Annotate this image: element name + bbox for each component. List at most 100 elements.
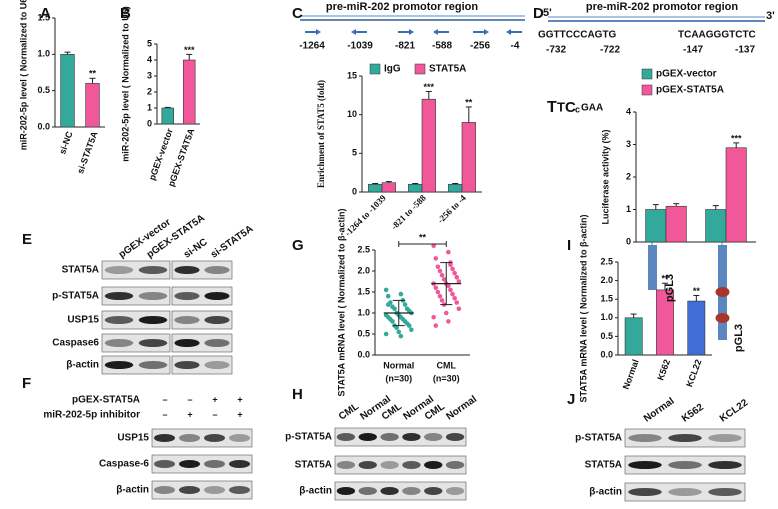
row-label: p-STAT5A	[575, 433, 622, 444]
blot-band	[628, 488, 662, 496]
blot-band	[336, 461, 356, 469]
row-label: p-STAT5A	[285, 432, 332, 443]
row-label: STAT5A	[295, 460, 332, 471]
point	[446, 249, 451, 255]
x-tick-label: -256 to -4	[435, 192, 468, 225]
blot-strip	[171, 310, 233, 330]
bar	[448, 183, 463, 193]
y-tick-label: 0.0	[357, 349, 370, 359]
point	[392, 306, 397, 312]
y-tick-label: 1.0	[37, 49, 50, 59]
blot-band	[668, 434, 702, 442]
logo-letter: T	[557, 99, 565, 114]
blot-band	[204, 486, 225, 494]
point	[437, 268, 443, 274]
blot-band	[358, 461, 377, 469]
blot-strip	[101, 286, 171, 306]
point	[448, 262, 453, 268]
x-tick-label: Normal	[621, 358, 641, 391]
point	[435, 264, 441, 270]
row-label: Caspase6	[52, 338, 99, 349]
position-label: -588	[432, 41, 452, 52]
y-tick-label: 2	[147, 86, 152, 96]
blot-band	[138, 361, 168, 369]
point	[385, 293, 391, 299]
logo-letter: GAA	[581, 103, 603, 114]
blot-band	[668, 461, 702, 469]
blot-band	[424, 487, 443, 495]
significance: ***	[424, 82, 435, 92]
logo-letter: T	[547, 99, 557, 116]
panel-label: J	[567, 391, 575, 408]
significance: ***	[184, 45, 195, 55]
blot-band	[380, 461, 399, 469]
position-label: -732	[546, 45, 566, 56]
bar	[60, 54, 75, 128]
strand-end: 3'	[766, 10, 775, 22]
blot-band	[204, 361, 230, 369]
blot-band	[204, 434, 225, 442]
y-tick-label: 2.5	[600, 256, 613, 266]
row-label: USP15	[67, 315, 99, 326]
y-tick-label: 4	[147, 54, 152, 64]
bar	[687, 300, 706, 356]
position-label: -147	[683, 45, 703, 56]
condition-sign: +	[212, 394, 217, 404]
bar	[381, 182, 396, 193]
primer-head	[506, 29, 511, 35]
lane-label: Normal	[642, 396, 677, 425]
y-axis-label: STAT5A mRNA level ( Normalized to β-acti…	[336, 208, 346, 396]
blot-band	[174, 339, 200, 347]
blot-band	[402, 433, 421, 441]
blot-band	[138, 292, 168, 300]
y-axis-label: STAT5A mRNA level ( Normalized to β-acti…	[578, 214, 588, 402]
blot-strip	[334, 481, 467, 501]
point	[385, 302, 391, 307]
row-label: β-actin	[66, 360, 99, 371]
binding-site	[715, 313, 730, 323]
y-tick-label: 1.5	[37, 12, 50, 22]
condition-sign: –	[162, 409, 167, 419]
blot-band	[445, 433, 465, 441]
x-tick-label: si-NC	[57, 130, 75, 156]
y-tick-label: 0.0	[37, 121, 50, 131]
blot-band	[380, 433, 399, 441]
blot-band	[229, 486, 250, 494]
point	[435, 289, 441, 295]
diagram-title: pre-miR-202 promotor region	[586, 1, 738, 13]
panel-label: B	[120, 5, 131, 22]
sequence: GGTTCCCAGTG	[538, 30, 617, 41]
row-label: β-actin	[589, 487, 622, 498]
point	[398, 291, 404, 297]
point	[448, 287, 453, 293]
x-tick-sublabel: (n=30)	[385, 373, 412, 383]
x-tick-label: CML	[437, 360, 457, 370]
row-label: β-actin	[116, 485, 149, 496]
row-label: p-STAT5A	[52, 291, 99, 302]
blot-band	[445, 461, 465, 469]
blot-band	[358, 487, 377, 495]
blot-band	[138, 266, 168, 274]
point	[450, 266, 455, 272]
blot-band	[229, 434, 250, 442]
blot-band	[204, 316, 230, 324]
point	[433, 256, 439, 261]
position-label: -722	[600, 45, 620, 56]
y-tick-label: 1.5	[357, 286, 370, 296]
point	[398, 333, 404, 339]
legend-swatch	[414, 63, 426, 75]
row-label: STAT5A	[585, 460, 622, 471]
x-tick-label: -1264 to -1039	[343, 192, 389, 238]
point	[450, 291, 455, 297]
significance: **	[693, 286, 701, 296]
y-tick-label: 2.5	[357, 244, 370, 254]
sequence: TCAAGGGTCTC	[678, 30, 756, 41]
lane-label: si-NC	[182, 237, 210, 261]
point	[456, 306, 462, 312]
blot-band	[104, 292, 134, 300]
legend-label: pGEX-vector	[656, 69, 717, 80]
condition-sign: –	[187, 394, 192, 404]
primer-head	[484, 29, 489, 35]
y-tick-label: 1.0	[357, 307, 370, 317]
binding-site	[715, 287, 730, 297]
